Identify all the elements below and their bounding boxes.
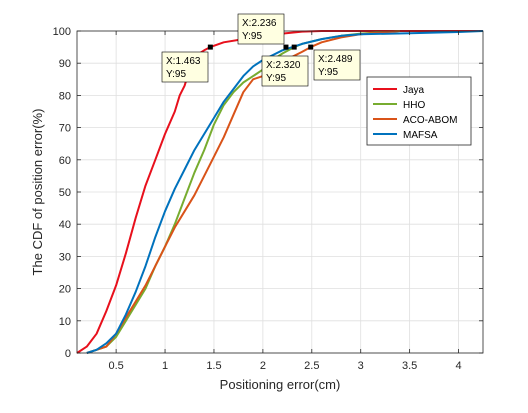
datatip-marker — [308, 44, 314, 50]
y-tick-label: 60 — [59, 155, 71, 167]
legend-entry: MAFSA — [403, 130, 438, 141]
x-tick-label: 1 — [162, 360, 168, 372]
datatip-box — [261, 55, 309, 87]
datatip-y-text: Y:95 — [266, 73, 286, 84]
x-axis-label: Positioning error(cm) — [220, 377, 341, 392]
x-tick-label: 4 — [455, 360, 461, 372]
x-tick-label: 2 — [260, 360, 266, 372]
datatip-y-text: Y:95 — [318, 67, 338, 78]
legend-entry: ACO-ABOM — [403, 115, 457, 126]
y-tick-label: 80 — [59, 90, 71, 102]
datatips: X:1.463 Y:95 X:2.236 Y:95 X:2.320 Y:95 X:2.489… — [161, 13, 361, 87]
y-axis-label: The CDF of position error(%) — [30, 109, 45, 276]
y-tick-label: 90 — [59, 58, 71, 70]
series-line-aco-abom — [86, 30, 400, 354]
legend: Jaya HHO ACO-ABOM MAFSA — [366, 76, 472, 146]
datatip-marker — [283, 44, 289, 50]
legend-entry: Jaya — [403, 85, 425, 96]
x-tick-label: 3 — [358, 360, 364, 372]
y-tick-label: 20 — [59, 284, 71, 296]
y-tick-label: 50 — [59, 187, 71, 199]
datatip-box — [313, 49, 361, 81]
datatip-box — [161, 51, 209, 83]
y-tick-label: 10 — [59, 316, 71, 328]
datatip-x-text: X:1.463 — [166, 56, 201, 67]
datatip-marker — [207, 44, 213, 50]
datatip-y-text: Y:95 — [242, 31, 262, 42]
datatip-x-text: X:2.320 — [266, 60, 301, 71]
y-tick-label: 40 — [59, 219, 71, 231]
y-tick-label: 0 — [65, 348, 71, 360]
series-line-mafsa — [86, 30, 484, 354]
datatip-marker — [291, 44, 297, 50]
y-tick-label: 100 — [53, 26, 71, 38]
x-tick-label: 3.5 — [402, 360, 417, 372]
legend-entry: HHO — [403, 100, 425, 111]
datatip-x-text: X:2.489 — [318, 54, 353, 65]
x-tick-label: 0.5 — [108, 360, 123, 372]
series-lines — [76, 30, 484, 354]
y-tick-label: 70 — [59, 123, 71, 135]
x-tick-label: 1.5 — [206, 360, 221, 372]
datatip-box — [237, 13, 285, 45]
x-tick-label: 2.5 — [304, 360, 319, 372]
datatip-y-text: Y:95 — [166, 69, 186, 80]
y-tick-label: 30 — [59, 251, 71, 263]
datatip-x-text: X:2.236 — [242, 18, 277, 29]
